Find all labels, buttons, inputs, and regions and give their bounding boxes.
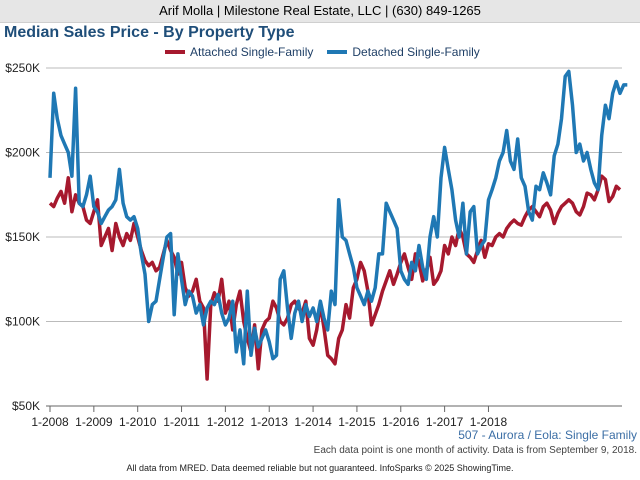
x-tick-label: 1-2016 — [382, 415, 420, 429]
x-tick-label: 1-2015 — [338, 415, 376, 429]
y-tick-label: $200K — [5, 146, 40, 160]
legend-swatch-attached — [165, 50, 185, 54]
legend-item-detached[interactable]: Detached Single-Family — [327, 45, 480, 59]
y-tick-label: $150K — [5, 230, 40, 244]
series-lines — [48, 69, 628, 381]
x-tick-label: 1-2010 — [119, 415, 157, 429]
header-text: Arif Molla | Milestone Real Estate, LLC … — [159, 3, 481, 18]
legend: Attached Single-Family Detached Single-F… — [165, 45, 480, 59]
x-tick-label: 1-2012 — [207, 415, 245, 429]
legend-item-attached[interactable]: Attached Single-Family — [165, 45, 313, 59]
chart-plot: $50K $100K $150K $200K $250K 1-2008 1-2009 1-20… — [5, 61, 628, 429]
header-bar: Arif Molla | Milestone Real Estate, LLC … — [0, 0, 640, 23]
x-tick-label: 1-2013 — [251, 415, 289, 429]
chart-title: Median Sales Price - By Property Type — [4, 24, 295, 41]
y-tick-label: $250K — [5, 61, 40, 75]
chart-area-subtitle: 507 - Aurora / Eola: Single Family — [458, 428, 637, 442]
grid — [46, 67, 622, 407]
data-note: Each data point is one month of activity… — [313, 445, 637, 456]
axes: $50K $100K $150K $200K $250K 1-2008 1-2009 1-20… — [5, 61, 507, 429]
x-tick-label: 1-2011 — [163, 415, 200, 429]
x-tick-label: 1-2008 — [31, 415, 69, 429]
legend-label-attached: Attached Single-Family — [190, 45, 314, 59]
y-tick-label: $100K — [5, 315, 40, 329]
y-tick-label: $50K — [12, 399, 40, 413]
x-tick-label: 1-2014 — [294, 415, 332, 429]
x-tick-label: 1-2009 — [75, 415, 113, 429]
x-tick-label: 1-2018 — [470, 415, 508, 429]
disclaimer: All data from MRED. Data deemed reliable… — [126, 463, 514, 473]
legend-label-detached: Detached Single-Family — [352, 45, 480, 59]
series-line-detached[interactable] — [48, 69, 628, 366]
series-line-attached[interactable] — [48, 174, 622, 381]
legend-swatch-detached — [327, 50, 348, 54]
x-tick-label: 1-2017 — [426, 415, 464, 429]
